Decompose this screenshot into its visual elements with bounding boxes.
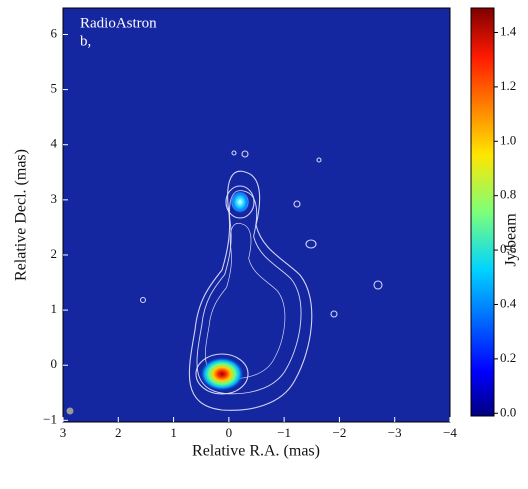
- annotation: RadioAstron: [80, 15, 157, 31]
- y-tick-label: 6: [51, 25, 58, 40]
- colorbar-tick-label: 0.8: [500, 187, 516, 202]
- colorbar-tick-label: 0.4: [500, 295, 517, 310]
- x-axis-label: Relative R.A. (mas): [192, 443, 320, 460]
- core-emission: [200, 357, 244, 391]
- colorbar-tick-label: 0.0: [500, 404, 516, 419]
- x-tick-label: −3: [388, 425, 402, 440]
- colorbar-tick-label: 1.2: [500, 78, 516, 93]
- plot-frame: [62, 7, 451, 423]
- y-tick-label: 0: [51, 356, 58, 371]
- y-tick-label: 3: [51, 191, 58, 206]
- colorbar: [470, 7, 495, 417]
- y-tick-label: 2: [51, 246, 58, 261]
- colorbar-tick-label: 1.0: [500, 132, 516, 147]
- y-axis-label: Relative Decl. (mas): [13, 149, 30, 281]
- x-tick-label: −4: [443, 425, 457, 440]
- y-tick-label: 4: [51, 136, 58, 151]
- y-tick-label: −1: [43, 411, 57, 426]
- beam: [66, 407, 74, 415]
- y-tick-label: 5: [51, 81, 58, 96]
- colorbar-tick-label: 0.6: [500, 241, 517, 256]
- x-tick-label: 0: [226, 425, 233, 440]
- x-tick-label: 3: [60, 425, 67, 440]
- knot-emission: [230, 190, 250, 214]
- x-tick-label: 1: [170, 425, 177, 440]
- colorbar-tick-label: 1.4: [500, 23, 517, 38]
- annotation: b,: [80, 33, 91, 49]
- x-tick-label: −2: [333, 425, 347, 440]
- x-tick-label: 2: [115, 425, 122, 440]
- colorbar-tick-label: 0.2: [500, 350, 516, 365]
- colorbar-label: Jy/beam: [503, 213, 520, 267]
- x-tick-label: −1: [277, 425, 291, 440]
- y-tick-label: 1: [51, 301, 58, 316]
